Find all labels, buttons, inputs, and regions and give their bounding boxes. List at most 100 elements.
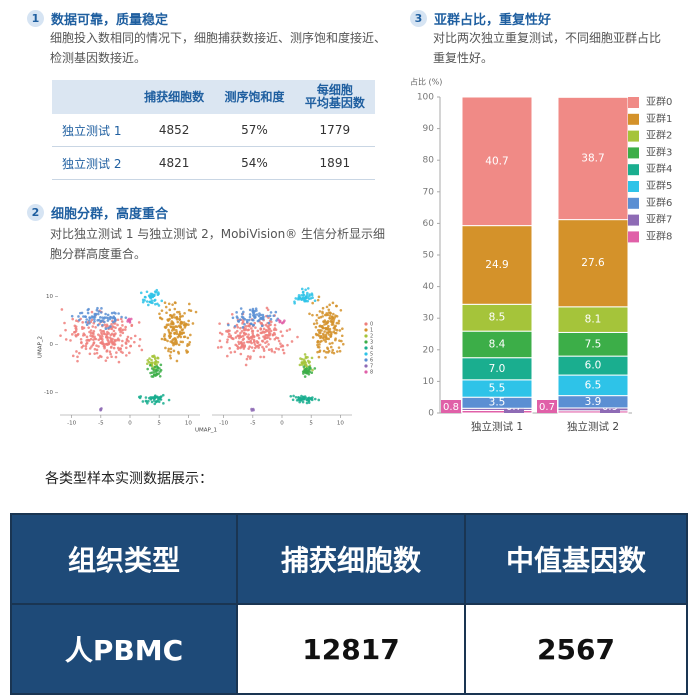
cell-dot [218, 339, 222, 343]
cell-dot [334, 337, 337, 341]
cell-dot [169, 347, 173, 351]
cell-dot [250, 337, 254, 340]
cell-dot [126, 335, 130, 339]
cell-dot [124, 325, 127, 329]
cell-dot [218, 331, 222, 335]
cell-dot [120, 320, 124, 323]
cell-dot [80, 311, 84, 315]
cell-dot [250, 322, 253, 326]
legend-swatch [364, 370, 368, 374]
cell-dot [173, 331, 176, 335]
cell-dot [84, 347, 88, 351]
cell-dot [182, 321, 186, 324]
cell-dot [322, 349, 326, 353]
cell-dot [304, 356, 308, 360]
cell-dot [300, 394, 303, 398]
legend-label: 4 [370, 346, 373, 352]
y-tick-label: 0 [428, 409, 434, 419]
legend-label: 1 [370, 328, 373, 334]
cell-dot [111, 325, 114, 328]
cell-dot [88, 321, 91, 325]
cell-dot [303, 375, 307, 378]
cell-dot [106, 319, 110, 322]
cell-dot [265, 345, 268, 348]
cell-dot [148, 357, 151, 360]
row-label: 独立测试 2 [52, 146, 134, 180]
cell-dot [324, 356, 327, 359]
cell-dot [251, 407, 255, 411]
cell-dot [158, 316, 162, 320]
value-label: 0.7 [539, 402, 555, 413]
y-tick-label: 10 [423, 377, 435, 387]
cell-dot [242, 331, 246, 335]
cell-dot [167, 398, 171, 402]
cell-dot [315, 322, 319, 325]
cell-dot [318, 331, 321, 334]
cell-dot [119, 330, 122, 334]
cell-dot [318, 340, 322, 344]
x-tick-label: 0 [128, 421, 132, 427]
y-tick-label: 70 [423, 187, 435, 197]
cell-dot [247, 333, 250, 336]
legend-swatch [364, 334, 368, 338]
cell-dot [265, 306, 269, 310]
cell-dot [124, 316, 128, 319]
cell-dot [88, 347, 92, 350]
cell-dot [300, 361, 304, 364]
cell-dot [63, 321, 66, 325]
cell-dot [240, 330, 244, 333]
cell-dot [109, 340, 113, 344]
cell-dot [297, 294, 301, 297]
legend-swatch [364, 364, 368, 368]
cell-dot [321, 315, 324, 318]
cell-dot [183, 311, 186, 315]
cell-dot [329, 335, 332, 338]
cell-dot [85, 339, 88, 342]
cell-dot [143, 299, 146, 302]
cell-dot [89, 329, 93, 332]
cell-dot [154, 302, 157, 306]
cell-dot [169, 334, 173, 338]
cell-dot [169, 322, 173, 326]
cell-dot [149, 371, 152, 375]
cell-dot [259, 327, 263, 331]
cell-dot [101, 316, 104, 319]
cell-dot [176, 320, 180, 324]
cell-dot [137, 321, 141, 324]
cell-dot [138, 338, 142, 341]
cell-dot [269, 317, 273, 321]
cell-dot [336, 350, 339, 353]
cell-dot [274, 347, 278, 350]
cell-dot [321, 312, 324, 315]
cell-dot [235, 315, 239, 318]
cell-dot [115, 338, 119, 342]
cell-dot [90, 315, 94, 318]
cell-dot [155, 400, 159, 403]
cell-dot [327, 308, 331, 312]
legend-swatch [628, 164, 639, 176]
x-tick-label: -10 [67, 421, 76, 427]
cell-dot [313, 397, 317, 401]
cell-dot [227, 332, 231, 336]
cell-dot [125, 354, 128, 357]
cell-dot [99, 329, 102, 332]
y-tick-label: 30 [423, 314, 435, 324]
cell-dot [324, 333, 328, 337]
cell-dot [99, 337, 102, 340]
cell-dot [186, 344, 189, 348]
cell-dot [87, 307, 90, 311]
cell-dot [73, 324, 77, 328]
cell-dot [177, 343, 181, 347]
cell-dot [332, 312, 335, 316]
cell-dot [169, 325, 173, 329]
cell-dot [253, 346, 257, 350]
cell-dot [248, 313, 252, 316]
cell-dot [173, 301, 177, 304]
cell-dot [125, 337, 129, 341]
cell-dot [164, 338, 167, 342]
cell-dot [71, 317, 74, 321]
cell-dot [105, 335, 109, 339]
cell-dot [64, 338, 68, 341]
cell-dot [121, 324, 124, 327]
cell-dot [281, 348, 285, 352]
